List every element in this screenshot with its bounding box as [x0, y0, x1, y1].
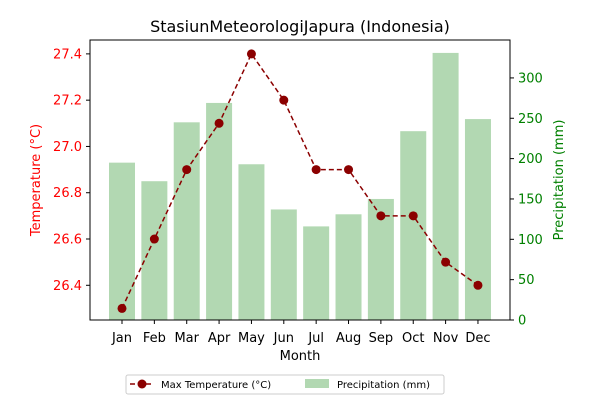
- temperature-point: [182, 165, 192, 175]
- legend-bar-swatch: [305, 379, 329, 388]
- y-right-tick-label: 100: [518, 233, 543, 248]
- y-right-tick-label: 150: [518, 192, 543, 207]
- precipitation-bars: [109, 52, 491, 320]
- y-left-tick-label: 27.4: [53, 47, 82, 62]
- x-tick-label: Sep: [369, 331, 394, 346]
- temperature-point: [279, 95, 289, 105]
- legend: Max Temperature (°C) Precipitation (mm): [125, 374, 445, 395]
- temperature-line: [117, 49, 483, 313]
- y-left-tick-label: 26.4: [53, 279, 82, 294]
- y-axis-right-label: Precipitation (mm): [552, 120, 567, 241]
- y-axis-left-label: Temperature (°C): [29, 124, 44, 237]
- x-tick-label: May: [238, 331, 265, 346]
- precipitation-bar: [464, 119, 491, 320]
- x-axis: Jan Feb Mar Apr May Jun Jul Aug Sep Oct Nov Dec: [111, 320, 491, 346]
- x-tick-label: Feb: [143, 331, 166, 346]
- precipitation-bar: [206, 102, 233, 320]
- temperature-point: [117, 303, 127, 313]
- temperature-point: [149, 234, 159, 244]
- x-tick-label: Oct: [402, 331, 424, 346]
- precipitation-bar: [335, 214, 362, 320]
- precipitation-bar: [400, 131, 427, 320]
- y-left-tick-label: 26.6: [53, 233, 82, 248]
- y-right-tick-label: 250: [518, 112, 543, 127]
- x-tick-label: Apr: [208, 331, 231, 346]
- precipitation-bar: [303, 226, 330, 320]
- temperature-point: [376, 211, 386, 221]
- x-tick-label: Jan: [111, 331, 132, 346]
- x-tick-label: Nov: [433, 331, 459, 346]
- x-tick-label: Aug: [336, 331, 361, 346]
- y-right-tick-label: 50: [518, 273, 535, 288]
- y-axis-left: 26.4 26.6 26.8 27.0 27.2 27.4: [53, 47, 90, 294]
- precipitation-bar: [238, 164, 265, 320]
- x-tick-label: Jun: [273, 331, 294, 346]
- x-tick-label: Dec: [465, 331, 490, 346]
- plot-frame: [89, 39, 511, 321]
- precipitation-bar: [270, 209, 297, 320]
- temperature-point: [344, 165, 354, 175]
- temperature-point: [441, 257, 451, 267]
- precipitation-bar: [109, 162, 135, 320]
- precipitation-bar: [432, 52, 459, 320]
- x-tick-label: Mar: [174, 331, 199, 346]
- y-axis-right: 0 50 100 150 200 250 300: [510, 71, 543, 329]
- temperature-series-line: [121, 52, 479, 309]
- y-left-tick-label: 27.0: [53, 140, 82, 155]
- legend-label-precipitation: Precipitation (mm): [337, 380, 430, 391]
- y-right-tick-label: 0: [518, 314, 526, 329]
- y-left-tick-label: 27.2: [53, 94, 82, 109]
- y-right-tick-label: 200: [518, 152, 543, 167]
- x-axis-label: Month: [280, 349, 321, 364]
- legend-label-temperature: Max Temperature (°C): [161, 380, 271, 391]
- temperature-point: [311, 165, 321, 175]
- precipitation-bar: [173, 122, 200, 320]
- temperature-point: [246, 49, 256, 59]
- temperature-point: [408, 211, 418, 221]
- x-tick-label: Jul: [307, 331, 324, 346]
- legend-frame: [125, 374, 445, 395]
- y-left-tick-label: 26.8: [53, 186, 82, 201]
- temperature-point: [214, 118, 224, 128]
- chart-title: StasiunMeteorologiJapura (Indonesia): [150, 17, 450, 36]
- precipitation-bar: [141, 181, 168, 320]
- y-right-tick-label: 300: [518, 71, 543, 86]
- temperature-point: [473, 280, 483, 290]
- legend-line-marker: [137, 379, 147, 389]
